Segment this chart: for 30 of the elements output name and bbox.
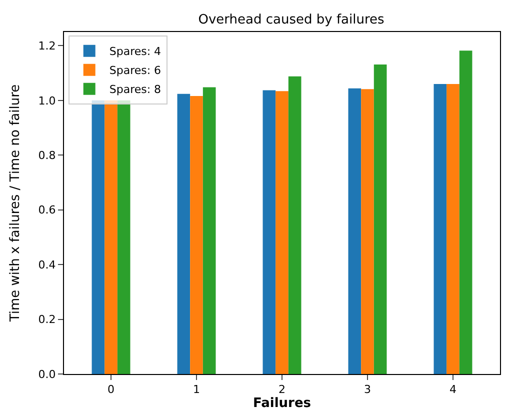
y-tick-label: 1.2	[38, 40, 56, 53]
bar	[459, 50, 472, 374]
x-tick-label: 1	[193, 383, 200, 396]
bar	[202, 87, 216, 374]
y-tick-label: 0.6	[38, 204, 56, 217]
bar	[348, 88, 362, 374]
chart-title: Overhead caused by failures	[198, 12, 385, 28]
y-tick-label: 1.0	[38, 94, 56, 108]
bar	[262, 90, 276, 374]
bar	[177, 94, 190, 374]
bar	[361, 89, 374, 374]
legend-label: Spares: 6	[109, 64, 162, 78]
bar	[434, 84, 447, 374]
y-axis-title: Time with x failures / Time no failure	[8, 84, 24, 323]
bar	[374, 64, 387, 374]
y-tick-label: 0.8	[38, 148, 56, 162]
x-tick-label: 0	[108, 383, 115, 396]
y-tick-label: 0.2	[38, 313, 56, 326]
y-tick-label: 0.4	[38, 258, 56, 272]
legend-label: Spares: 4	[109, 45, 162, 58]
y-tick-label: 0.0	[38, 368, 56, 381]
bar	[288, 76, 302, 374]
x-tick-label: 3	[364, 383, 371, 396]
bar	[276, 91, 288, 374]
legend-label: Spares: 8	[109, 83, 162, 96]
x-tick-label: 2	[278, 383, 286, 396]
bar	[446, 84, 460, 374]
x-tick-label: 4	[449, 383, 456, 396]
bar	[190, 96, 203, 374]
x-axis-title: Failures	[252, 396, 312, 412]
